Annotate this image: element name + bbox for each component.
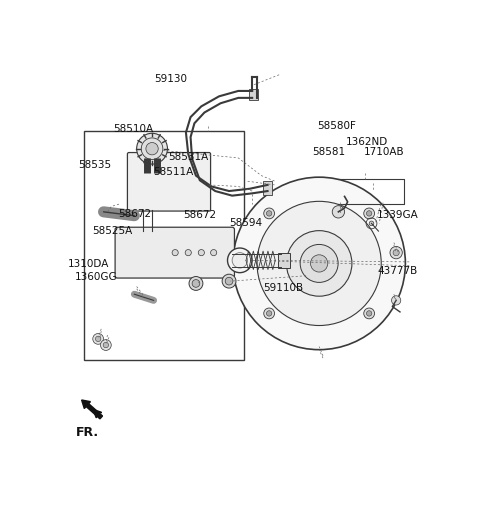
Text: 58672: 58672	[119, 209, 152, 219]
Text: 58525A: 58525A	[93, 226, 133, 236]
Text: 58510A: 58510A	[113, 124, 153, 134]
Circle shape	[141, 138, 163, 159]
FancyBboxPatch shape	[127, 153, 211, 211]
Text: 1310DA: 1310DA	[68, 259, 109, 268]
Text: 43777B: 43777B	[377, 266, 418, 276]
Circle shape	[192, 280, 200, 287]
Circle shape	[300, 245, 338, 282]
Circle shape	[264, 208, 275, 219]
Circle shape	[228, 248, 252, 272]
Circle shape	[364, 308, 374, 319]
Circle shape	[311, 255, 328, 272]
Text: 1360GG: 1360GG	[75, 272, 118, 282]
Circle shape	[287, 231, 352, 296]
Bar	[263, 181, 272, 195]
Text: 1362ND: 1362ND	[346, 137, 388, 146]
Bar	[249, 89, 258, 100]
Circle shape	[266, 311, 272, 316]
Circle shape	[369, 221, 374, 226]
Text: 58531A: 58531A	[168, 153, 209, 162]
Circle shape	[100, 340, 111, 351]
Text: 58511A: 58511A	[154, 168, 194, 177]
Circle shape	[96, 336, 101, 342]
Text: FR.: FR.	[76, 427, 99, 439]
Circle shape	[364, 208, 374, 219]
Circle shape	[232, 253, 248, 268]
Circle shape	[266, 211, 272, 216]
Circle shape	[225, 277, 233, 285]
Circle shape	[211, 250, 217, 256]
Text: 59110B: 59110B	[263, 283, 303, 293]
Text: 59130: 59130	[154, 75, 187, 84]
Bar	[84, 131, 244, 360]
Circle shape	[103, 342, 108, 348]
Circle shape	[198, 250, 204, 256]
Circle shape	[146, 142, 158, 155]
Text: 58672: 58672	[183, 210, 216, 220]
Circle shape	[392, 296, 401, 305]
Circle shape	[332, 206, 345, 218]
Text: 58535: 58535	[78, 159, 111, 170]
Circle shape	[233, 177, 406, 350]
Text: 58580F: 58580F	[317, 121, 356, 131]
Circle shape	[390, 247, 402, 259]
Circle shape	[185, 250, 192, 256]
Circle shape	[366, 211, 372, 216]
FancyBboxPatch shape	[115, 227, 234, 278]
Text: 58581: 58581	[312, 147, 346, 157]
Circle shape	[189, 277, 203, 290]
Circle shape	[93, 334, 104, 344]
Text: 1710AB: 1710AB	[364, 147, 405, 157]
Circle shape	[172, 250, 178, 256]
Circle shape	[264, 308, 275, 319]
Circle shape	[222, 274, 236, 288]
FancyArrow shape	[82, 400, 103, 419]
Circle shape	[366, 311, 372, 316]
Text: 58594: 58594	[229, 218, 263, 228]
Circle shape	[257, 201, 381, 325]
Circle shape	[393, 250, 399, 256]
Bar	[278, 253, 290, 268]
Text: 1339GA: 1339GA	[377, 210, 419, 220]
Circle shape	[137, 133, 168, 164]
